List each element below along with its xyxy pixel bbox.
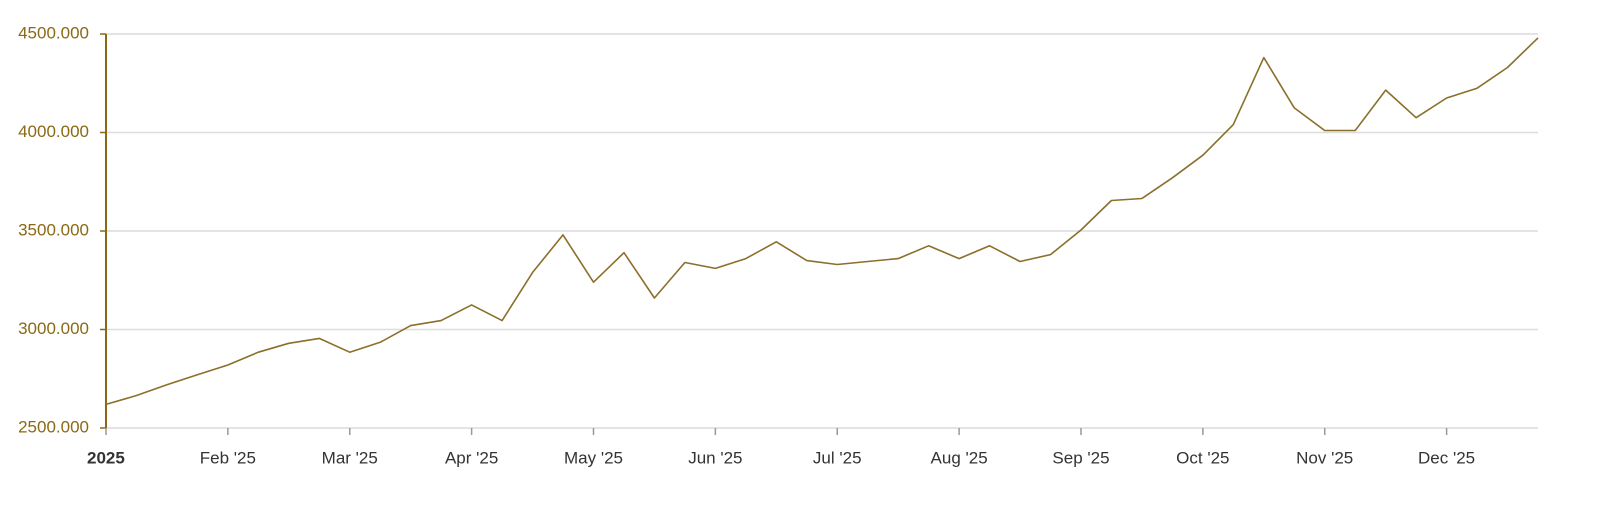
y-tick-label: 3000.000 [18, 319, 89, 338]
x-tick-label: 2025 [87, 448, 125, 467]
x-tick-label: Dec '25 [1418, 448, 1475, 467]
x-tick-label: Jul '25 [813, 448, 862, 467]
x-tick-label: Sep '25 [1052, 448, 1109, 467]
x-tick-label: Mar '25 [322, 448, 378, 467]
x-tick-label: Feb '25 [200, 448, 256, 467]
x-tick-label: Nov '25 [1296, 448, 1353, 467]
x-tick-label: Aug '25 [931, 448, 988, 467]
y-tick-label: 4000.000 [18, 122, 89, 141]
price-line [105, 37, 1539, 406]
x-tick-label: Jun '25 [688, 448, 742, 467]
x-tick-label: May '25 [564, 448, 623, 467]
y-tick-label: 2500.000 [18, 417, 89, 436]
y-tick-label: 3500.000 [18, 220, 89, 239]
x-tick-label: Apr '25 [445, 448, 498, 467]
y-tick-label: 4500.000 [18, 23, 89, 42]
x-tick-label: Oct '25 [1176, 448, 1229, 467]
